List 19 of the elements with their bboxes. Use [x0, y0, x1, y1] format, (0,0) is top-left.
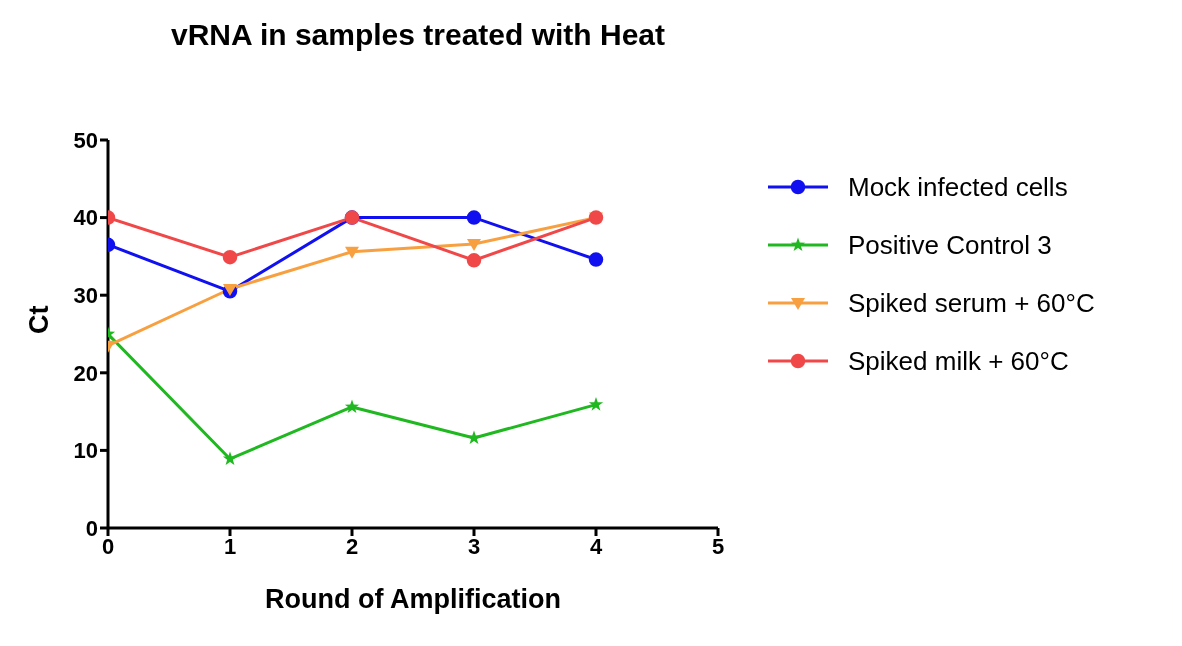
x-tick-label: 0 — [101, 533, 115, 559]
y-tick-label: 20 — [73, 360, 98, 386]
y-tick-label: 50 — [73, 127, 98, 153]
y-tick-label: 30 — [73, 283, 98, 309]
x-tick-label: 2 — [345, 533, 359, 559]
y-tick-label: 10 — [73, 438, 98, 464]
x-tick-label: 3 — [467, 533, 481, 559]
y-tick-label: 0 — [85, 515, 98, 541]
x-axis-title: Round of Amplification — [265, 584, 561, 614]
legend-label: Spiked milk + 60°C — [848, 345, 1069, 377]
legend-label: Spiked serum + 60°C — [848, 287, 1095, 319]
legend-label: Positive Control 3 — [848, 229, 1052, 261]
x-tick-label: 1 — [223, 533, 237, 559]
y-tick-label: 40 — [73, 205, 98, 231]
chart-title: vRNA in samples treated with Heat — [170, 17, 666, 53]
x-tick-label: 5 — [711, 533, 725, 559]
legend-label: Mock infected cells — [848, 171, 1068, 203]
x-tick-label: 4 — [589, 533, 603, 559]
y-axis-title: Ct — [23, 305, 54, 334]
